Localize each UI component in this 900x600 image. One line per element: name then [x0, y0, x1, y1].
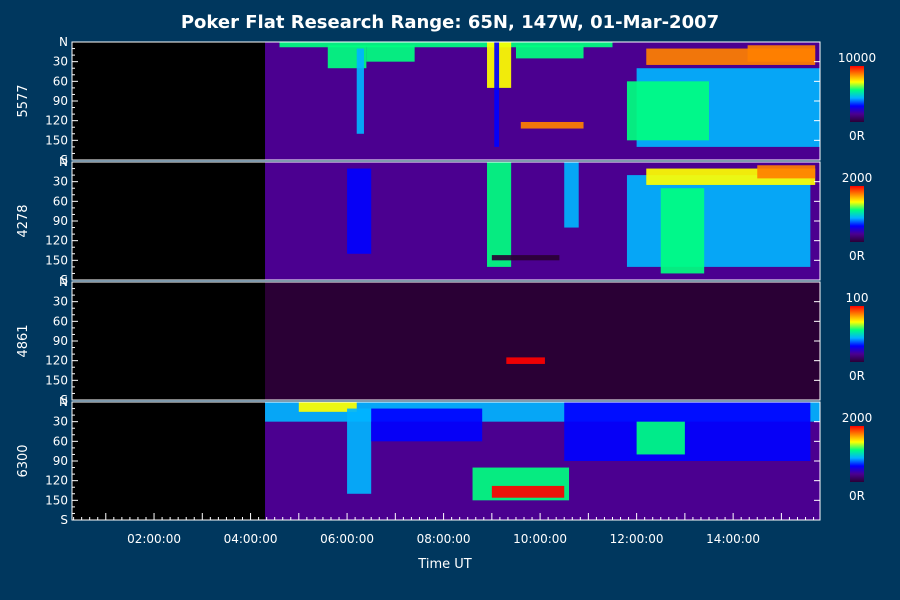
- colorbar-min-label: 0R: [849, 249, 865, 263]
- y-tick-label: 120: [45, 354, 68, 368]
- intensity-patch: [564, 402, 811, 461]
- panel-4861: N 30 60 90 120 150 S 4861 100 0R: [16, 275, 868, 407]
- y-tick-label: 30: [53, 415, 68, 429]
- colorbar: [850, 186, 864, 242]
- y-tick-label: S: [60, 153, 68, 167]
- x-axis-label: Time UT: [417, 557, 471, 572]
- y-tick-label: 120: [45, 234, 68, 248]
- y-tick-label: 150: [45, 253, 68, 267]
- colorbar-min-label: 0R: [849, 129, 865, 143]
- y-tick-label: 150: [45, 493, 68, 507]
- y-tick-label: S: [60, 273, 68, 287]
- intensity-patch: [279, 42, 613, 48]
- y-tick-label: 60: [53, 434, 68, 448]
- colorbar-max-label: 2000: [842, 411, 873, 425]
- y-tick-label: 90: [53, 214, 68, 228]
- y-tick-label: S: [60, 393, 68, 407]
- intensity-patch: [506, 357, 545, 364]
- y-tick-label: 60: [53, 194, 68, 208]
- intensity-patch: [347, 168, 372, 254]
- y-tick-label: 60: [53, 314, 68, 328]
- y-tick-label: 90: [53, 454, 68, 468]
- colorbar: [850, 306, 864, 362]
- panel-4278: N 30 60 90 120 150 S 4278 2000 0R: [16, 155, 872, 287]
- y-tick-label: 30: [53, 175, 68, 189]
- x-tick-label: 02:00:00: [127, 532, 181, 546]
- intensity-patch: [626, 81, 710, 141]
- y-tick-label: 30: [53, 295, 68, 309]
- intensity-patch: [636, 421, 685, 455]
- colorbar-min-label: 0R: [849, 489, 865, 503]
- intensity-patch: [371, 408, 483, 442]
- intensity-patch: [757, 165, 816, 179]
- y-tick-label: 120: [45, 114, 68, 128]
- colorbar-max-label: 2000: [842, 171, 873, 185]
- intensity-patch: [520, 121, 584, 129]
- y-tick-label: N: [59, 275, 68, 289]
- colorbar-max-label: 10000: [838, 51, 876, 65]
- y-tick-label: S: [60, 513, 68, 527]
- intensity-patch: [487, 162, 512, 267]
- y-tick-label: 90: [53, 334, 68, 348]
- panel-wavelength-label: 4278: [16, 204, 31, 237]
- y-tick-label: N: [59, 155, 68, 169]
- x-tick-label: 10:00:00: [513, 532, 567, 546]
- intensity-patch: [491, 485, 565, 498]
- intensity-patch: [491, 255, 560, 261]
- panel-wavelength-label: 4861: [16, 324, 31, 357]
- panel-wavelength-label: 5577: [16, 84, 31, 117]
- intensity-patch: [660, 188, 705, 274]
- intensity-patch: [347, 408, 372, 494]
- intensity-patch: [356, 48, 364, 134]
- chart-title: Poker Flat Research Range: 65N, 147W, 01…: [181, 12, 719, 33]
- intensity-patch: [366, 45, 415, 62]
- x-tick-label: 14:00:00: [706, 532, 760, 546]
- panel-5577: N 30 60 90 120 150 S 5577 10000 0R: [16, 35, 876, 167]
- colorbar: [850, 66, 864, 122]
- y-tick-label: 150: [45, 373, 68, 387]
- intensity-patch: [747, 45, 816, 62]
- x-tick-label: 06:00:00: [320, 532, 374, 546]
- intensity-patch: [265, 282, 821, 400]
- y-tick-label: 30: [53, 55, 68, 69]
- intensity-patch: [626, 175, 811, 267]
- colorbar: [850, 426, 864, 482]
- y-tick-label: 120: [45, 474, 68, 488]
- intensity-patch: [515, 45, 584, 59]
- x-tick-label: 08:00:00: [417, 532, 471, 546]
- panel-6300: N 30 60 90 120 150 S 6300 2000 0R: [16, 395, 872, 527]
- y-tick-label: 150: [45, 133, 68, 147]
- y-tick-label: 90: [53, 94, 68, 108]
- panel-wavelength-label: 6300: [16, 444, 31, 477]
- intensity-patch: [298, 402, 357, 412]
- y-tick-label: N: [59, 35, 68, 49]
- x-tick-label: 04:00:00: [224, 532, 278, 546]
- intensity-patch: [494, 42, 500, 147]
- y-tick-label: N: [59, 395, 68, 409]
- colorbar-max-label: 100: [846, 291, 869, 305]
- y-tick-label: 60: [53, 74, 68, 88]
- intensity-patch: [564, 162, 579, 228]
- x-tick-label: 12:00:00: [610, 532, 664, 546]
- intensity-patch: [327, 45, 367, 69]
- colorbar-min-label: 0R: [849, 369, 865, 383]
